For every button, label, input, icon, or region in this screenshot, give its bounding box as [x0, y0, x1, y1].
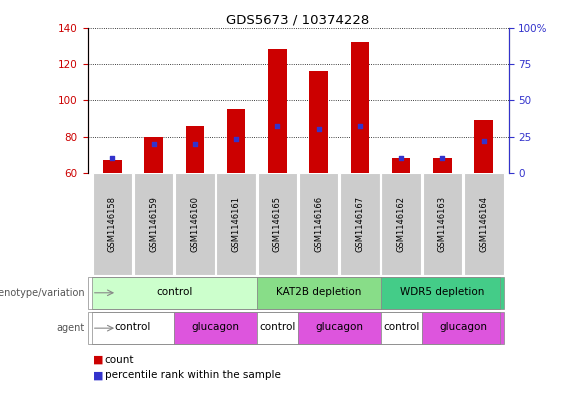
- Bar: [103, 160, 121, 173]
- Point: [149, 141, 158, 147]
- Text: GSM1146167: GSM1146167: [355, 196, 364, 252]
- Bar: [144, 136, 163, 173]
- Text: glucagon: glucagon: [439, 322, 487, 332]
- Bar: [93, 173, 132, 275]
- Point: [108, 155, 117, 162]
- Bar: [381, 312, 422, 344]
- Bar: [92, 312, 174, 344]
- Bar: [433, 158, 452, 173]
- Text: GSM1146162: GSM1146162: [397, 196, 406, 252]
- Bar: [392, 158, 411, 173]
- Bar: [381, 173, 421, 275]
- Text: control: control: [156, 287, 193, 297]
- Bar: [381, 277, 505, 309]
- Text: control: control: [259, 322, 295, 332]
- Bar: [422, 312, 505, 344]
- Text: GSM1146158: GSM1146158: [108, 196, 117, 252]
- Text: WDR5 depletion: WDR5 depletion: [400, 287, 485, 297]
- Text: count: count: [105, 354, 134, 365]
- Text: GSM1146161: GSM1146161: [232, 196, 241, 252]
- Bar: [475, 120, 493, 173]
- Text: GSM1146160: GSM1146160: [190, 196, 199, 252]
- Text: GSM1146166: GSM1146166: [314, 196, 323, 252]
- Bar: [134, 173, 173, 275]
- Bar: [175, 173, 215, 275]
- Text: ■: ■: [93, 354, 104, 365]
- Bar: [299, 173, 338, 275]
- Bar: [257, 277, 381, 309]
- Text: GSM1146163: GSM1146163: [438, 196, 447, 252]
- Text: GSM1146164: GSM1146164: [479, 196, 488, 252]
- Point: [355, 123, 364, 130]
- Text: control: control: [383, 322, 419, 332]
- Text: GSM1146159: GSM1146159: [149, 196, 158, 252]
- Bar: [174, 312, 257, 344]
- Bar: [464, 173, 503, 275]
- Point: [273, 123, 282, 130]
- Text: GSM1146165: GSM1146165: [273, 196, 282, 252]
- Text: glucagon: glucagon: [192, 322, 240, 332]
- Bar: [298, 312, 381, 344]
- Point: [314, 126, 323, 132]
- Bar: [216, 173, 256, 275]
- Bar: [257, 312, 298, 344]
- Text: agent: agent: [56, 323, 85, 333]
- Text: KAT2B depletion: KAT2B depletion: [276, 287, 362, 297]
- Text: ■: ■: [93, 370, 104, 380]
- Text: control: control: [115, 322, 151, 332]
- Bar: [310, 71, 328, 173]
- Bar: [227, 109, 245, 173]
- Point: [397, 155, 406, 162]
- Bar: [268, 49, 286, 173]
- Title: GDS5673 / 10374228: GDS5673 / 10374228: [227, 13, 370, 26]
- Bar: [92, 277, 257, 309]
- Point: [479, 138, 488, 144]
- Text: percentile rank within the sample: percentile rank within the sample: [105, 370, 280, 380]
- Point: [438, 155, 447, 162]
- Point: [232, 136, 241, 143]
- Bar: [258, 173, 297, 275]
- Bar: [423, 173, 462, 275]
- Text: glucagon: glucagon: [315, 322, 363, 332]
- Bar: [185, 126, 204, 173]
- Bar: [340, 173, 380, 275]
- Text: genotype/variation: genotype/variation: [0, 288, 85, 298]
- Bar: [351, 42, 369, 173]
- Point: [190, 141, 199, 147]
